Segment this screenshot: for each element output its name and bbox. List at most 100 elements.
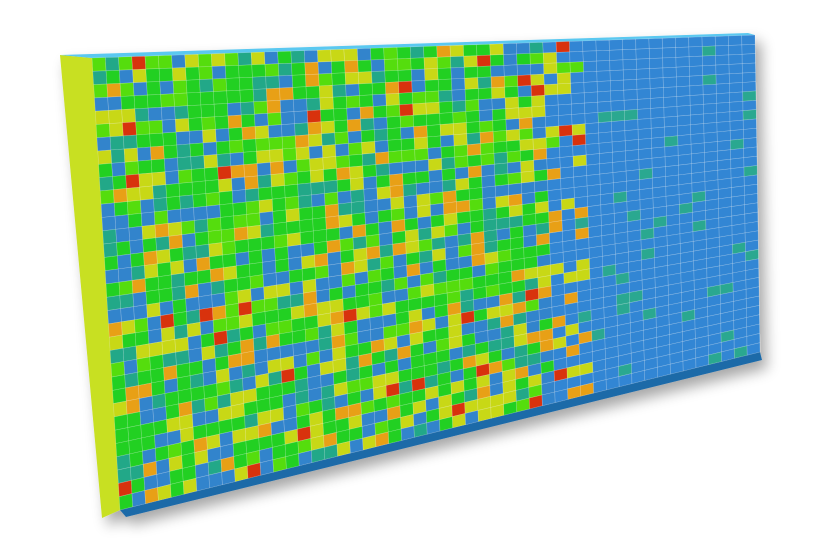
- heatmap-cell: [273, 221, 288, 237]
- heatmap-cell: [717, 149, 732, 162]
- heatmap-cell: [113, 188, 128, 204]
- heatmap-cell: [346, 118, 362, 133]
- heatmap-cell: [264, 309, 279, 325]
- heatmap-cell: [273, 233, 289, 249]
- heatmap-cell: [389, 173, 404, 187]
- heatmap-cell: [191, 167, 206, 183]
- heatmap-cell: [439, 123, 455, 137]
- heatmap-cell: [199, 91, 215, 106]
- heatmap-cell: [288, 256, 303, 272]
- heatmap-cell: [468, 176, 483, 190]
- heatmap-cell: [521, 181, 536, 195]
- heatmap-cell: [412, 102, 427, 116]
- heatmap-cell: [622, 48, 637, 61]
- heatmap-cell: [612, 160, 627, 173]
- heatmap-cell: [556, 72, 572, 85]
- heatmap-cell: [703, 122, 718, 134]
- heatmap-cell: [463, 66, 479, 79]
- heatmap-cell: [404, 228, 420, 243]
- heatmap-cell: [624, 129, 639, 142]
- heatmap-cell: [160, 93, 175, 108]
- heatmap-cell: [441, 156, 456, 170]
- heatmap-cell: [347, 130, 362, 144]
- heatmap-cell: [178, 181, 194, 197]
- heatmap-cell: [157, 54, 173, 69]
- heatmap-cell: [133, 94, 149, 110]
- heatmap-cell: [260, 223, 275, 238]
- heatmap-cell: [728, 35, 743, 46]
- heatmap-cell: [163, 157, 179, 173]
- heatmap-cell: [543, 62, 558, 75]
- heatmap-cell: [349, 177, 365, 192]
- heatmap-cell: [413, 125, 428, 139]
- heatmap-cell: [99, 189, 115, 205]
- heatmap-cell: [450, 55, 465, 69]
- heatmap-cell: [535, 211, 550, 225]
- heatmap-cell: [157, 274, 173, 291]
- heatmap-cell: [150, 158, 166, 174]
- heatmap-cell: [496, 238, 512, 252]
- heatmap-cell: [414, 147, 429, 162]
- heatmap-cell: [109, 135, 125, 151]
- heatmap-cell: [636, 88, 651, 100]
- heatmap-cell: [715, 64, 730, 75]
- heatmap-cell: [531, 94, 546, 108]
- heatmap-cell: [353, 259, 369, 274]
- heatmap-cell: [244, 187, 260, 203]
- heatmap-cell: [253, 100, 268, 115]
- heatmap-cell: [439, 112, 454, 125]
- heatmap-cell: [413, 136, 429, 150]
- heatmap-cell: [144, 276, 160, 292]
- heatmap-cell: [241, 126, 257, 141]
- heatmap-cell: [231, 189, 247, 204]
- heatmap-cell: [251, 311, 267, 327]
- heatmap-cell: [166, 195, 181, 211]
- heatmap-cell: [245, 200, 261, 215]
- heatmap-cell: [361, 141, 376, 155]
- heatmap-cell: [689, 103, 704, 116]
- heatmap-cell: [346, 106, 361, 121]
- heatmap-cell: [651, 156, 666, 169]
- heatmap-cell: [430, 225, 446, 240]
- heatmap-cell: [134, 330, 150, 347]
- heatmap-cell: [505, 107, 520, 120]
- heatmap-cell: [611, 120, 626, 133]
- heatmap-cell: [321, 144, 337, 159]
- heatmap-cell: [479, 120, 494, 133]
- heatmap-cell: [150, 145, 165, 161]
- heatmap-cell: [213, 103, 229, 118]
- heatmap-cell: [320, 120, 336, 135]
- heatmap-cell: [412, 114, 428, 128]
- heatmap-cell: [664, 145, 679, 158]
- heatmap-cell: [624, 119, 639, 132]
- heatmap-cell: [318, 73, 333, 87]
- heatmap-cell: [165, 183, 181, 198]
- heatmap-cell: [275, 270, 291, 286]
- heatmap-cell: [534, 179, 549, 193]
- heatmap-cell: [186, 309, 201, 325]
- heatmap-cell: [494, 162, 509, 176]
- heatmap-cell: [517, 74, 532, 87]
- heatmap-cell: [131, 55, 147, 71]
- heatmap-cell: [118, 56, 133, 71]
- heatmap-cell: [304, 61, 319, 76]
- heatmap-cell: [558, 135, 574, 148]
- heatmap-cell: [177, 169, 193, 184]
- heatmap-cell: [317, 49, 332, 63]
- heatmap-cell: [457, 221, 472, 236]
- heatmap-cell: [493, 151, 508, 165]
- heatmap-cell: [194, 231, 210, 247]
- heatmap-cell: [704, 150, 719, 163]
- heatmap-cell: [728, 72, 743, 84]
- heatmap-cell: [457, 232, 472, 247]
- heatmap-cell: [147, 328, 163, 345]
- heatmap-cell: [662, 47, 677, 59]
- heatmap-cell: [610, 99, 625, 112]
- heatmap-cell: [113, 201, 129, 217]
- heatmap-cell: [466, 121, 481, 135]
- heatmap-cell: [574, 195, 589, 209]
- heatmap-cell: [119, 293, 135, 309]
- heatmap-cell: [456, 210, 471, 225]
- heatmap-cell: [370, 59, 386, 72]
- heatmap-cell: [136, 146, 152, 162]
